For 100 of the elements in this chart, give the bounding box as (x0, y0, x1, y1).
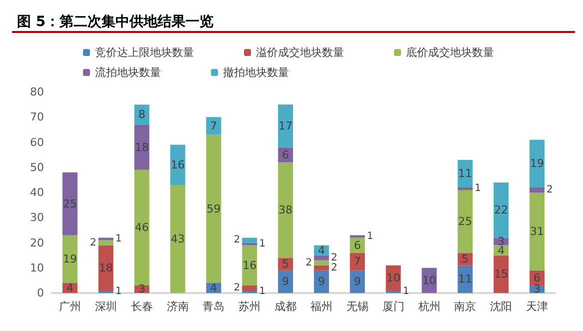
bar (134, 170, 150, 286)
bar (278, 104, 294, 148)
bar (314, 255, 329, 260)
data-label: 5 (462, 252, 469, 266)
x-tick-label: 济南 (166, 300, 189, 313)
bar (278, 162, 294, 258)
x-tick-label: 杭州 (417, 300, 440, 313)
bar (242, 290, 258, 293)
data-label: 1 (366, 230, 374, 242)
bar (530, 187, 545, 192)
data-label: 1 (115, 286, 122, 298)
x-tick-label: 深圳 (94, 300, 117, 313)
data-label: 7 (210, 119, 218, 132)
data-label: 9 (318, 275, 325, 288)
bar (458, 160, 473, 188)
chart-title: 图 5：第二次集中供地结果一览 (17, 14, 214, 30)
data-label: 25 (62, 197, 77, 210)
data-label: 3 (534, 282, 541, 296)
data-label: 1 (115, 233, 122, 244)
bar (62, 235, 78, 283)
data-label: 25 (458, 214, 472, 228)
bar (350, 270, 365, 293)
bar (314, 265, 329, 270)
data-label: 38 (278, 204, 293, 217)
bar (98, 240, 114, 246)
bar (530, 192, 545, 270)
x-tick-label: 长春 (130, 300, 153, 313)
y-tick-label: 20 (30, 236, 44, 250)
bar (62, 172, 78, 236)
y-tick-label: 0 (37, 286, 44, 300)
data-label: 46 (134, 221, 149, 234)
data-label: 16 (242, 258, 257, 272)
data-label: 5 (282, 258, 290, 271)
data-label: 19 (62, 252, 77, 266)
data-label: 59 (206, 202, 221, 216)
x-tick-label: 广州 (58, 300, 81, 313)
bar (242, 245, 258, 286)
data-label: 15 (494, 268, 508, 281)
x-tick-label: 青岛 (202, 300, 225, 313)
y-tick-label: 70 (30, 110, 44, 124)
y-tick-label: 40 (30, 186, 44, 199)
x-tick-label: 苏州 (238, 300, 261, 313)
y-tick-label: 30 (30, 211, 44, 224)
bar (206, 117, 222, 135)
y-tick-label: 50 (30, 160, 44, 174)
data-label: 6 (354, 238, 361, 252)
data-label: 22 (494, 204, 508, 217)
x-tick-label: 沈阳 (490, 300, 512, 313)
bar (530, 140, 545, 188)
data-label: 2 (90, 237, 96, 248)
x-tick-label: 天津 (526, 300, 548, 313)
bar (458, 190, 473, 253)
bar (242, 242, 258, 246)
bar (98, 245, 114, 290)
bar (494, 255, 509, 293)
bar (314, 270, 329, 293)
bar (98, 238, 114, 240)
x-tick-label: 福州 (310, 300, 332, 313)
bar (170, 184, 186, 293)
bar (206, 134, 222, 283)
data-label: 1 (474, 183, 482, 194)
data-label: 6 (282, 148, 290, 162)
data-label: 6 (534, 271, 541, 284)
data-label: 2 (234, 234, 240, 246)
data-label: 9 (354, 275, 361, 288)
data-label: 9 (282, 275, 290, 288)
x-tick-label: 成都 (274, 300, 297, 313)
data-label: 17 (278, 119, 293, 132)
data-label: 2 (234, 282, 240, 294)
x-tick-label: 南京 (454, 300, 476, 313)
data-label: 11 (458, 167, 472, 180)
y-tick-label: 80 (30, 86, 44, 98)
data-label: 1 (402, 286, 410, 298)
bar (314, 260, 329, 266)
bar (242, 238, 258, 243)
data-label: 4 (210, 281, 218, 294)
legend-label: 竞价达上限地块数量 (95, 46, 194, 59)
data-label: 18 (98, 261, 113, 274)
legend-label: 流拍地块数量 (95, 66, 161, 79)
bar (458, 265, 473, 293)
bar (350, 235, 365, 238)
y-tick-label: 10 (30, 261, 44, 274)
data-label: 2 (306, 257, 312, 268)
data-label: 10 (422, 274, 436, 287)
data-label: 4 (318, 244, 325, 257)
data-label: 10 (386, 271, 400, 284)
data-label: 2 (330, 262, 338, 274)
data-label: 19 (530, 157, 544, 170)
legend-label: 溢价成交地块数量 (256, 46, 344, 59)
data-label: 7 (354, 255, 361, 268)
bar (134, 124, 150, 170)
bar (494, 182, 509, 238)
data-label: 1 (259, 238, 266, 250)
data-label: 18 (134, 140, 149, 154)
x-tick-label: 无锡 (346, 300, 368, 313)
data-label: 4 (498, 244, 505, 257)
data-label: 8 (138, 108, 146, 122)
x-tick-label: 厦门 (382, 300, 404, 313)
data-label: 11 (458, 272, 472, 286)
data-label: 2 (546, 184, 553, 196)
